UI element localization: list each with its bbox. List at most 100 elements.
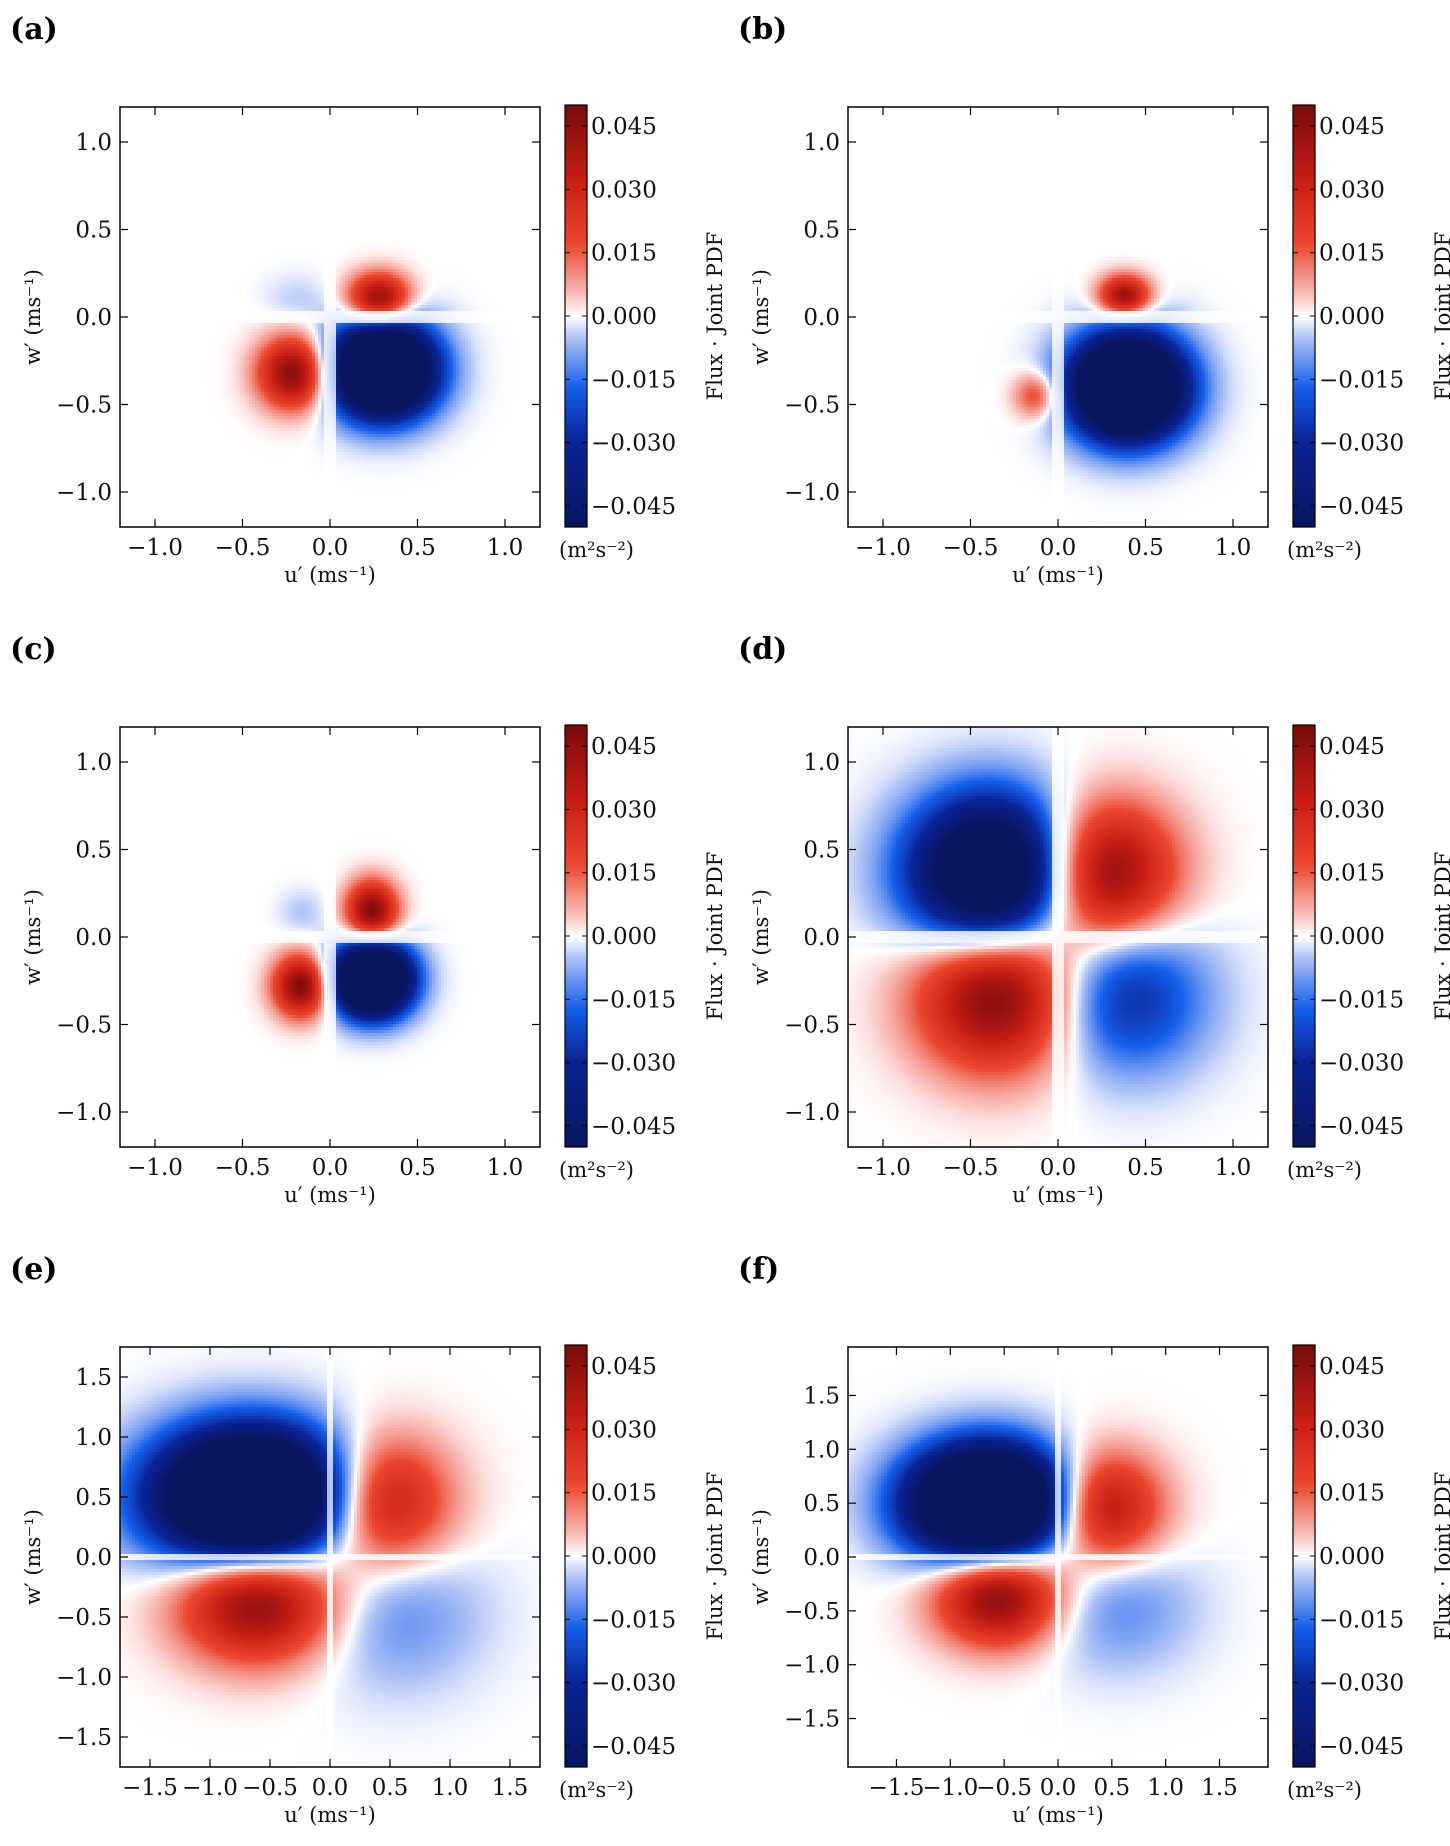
panel-label: (f) (738, 1252, 779, 1287)
colorbar-label: Flux · Joint PDF (703, 232, 727, 401)
y-tick-label: −1.0 (56, 1100, 112, 1126)
colorbar-tick-label: 0.045 (1319, 114, 1385, 140)
x-tick-label: −0.5 (943, 1155, 999, 1181)
y-tick-label: 1.0 (75, 750, 112, 776)
x-axis-label: u′ (ms⁻¹) (284, 1803, 376, 1827)
colorbar-tick-label: 0.045 (591, 114, 657, 140)
panel-label: (e) (10, 1252, 57, 1287)
x-tick-label: 1.0 (487, 1155, 524, 1181)
colorbar-label: Flux · Joint PDF (1431, 1472, 1450, 1641)
y-tick-label: 0.5 (803, 1491, 840, 1517)
colorbar-tick-label: 0.000 (1319, 304, 1385, 330)
x-axis-label: u′ (ms⁻¹) (1012, 563, 1104, 587)
colorbar-tick-label: −0.030 (1319, 1051, 1404, 1077)
x-tick-label: 0.0 (312, 1775, 349, 1801)
y-tick-label: −1.0 (784, 1100, 840, 1126)
panel-a: (a) −1.0 −0.5 0.0 0.5 1.0 −1.0 −0.5 0.0 0.5 1.0 u′ … (10, 12, 727, 587)
y-axis-label: w′ (ms⁻¹) (21, 1509, 45, 1605)
y-tick-label: −1.5 (56, 1725, 112, 1751)
x-tick-label: 1.5 (1201, 1775, 1238, 1801)
colorbar-unit: (m²s⁻²) (1287, 1778, 1362, 1802)
colorbar-tick-label: −0.015 (1319, 987, 1404, 1013)
y-tick-label: 0.0 (75, 1545, 112, 1571)
y-tick-label: 1.0 (75, 130, 112, 156)
colorbar-tick-label: −0.030 (591, 1671, 676, 1697)
colorbar-tick-label: 0.030 (1319, 797, 1385, 823)
y-tick-label: 0.0 (803, 305, 840, 331)
y-axis-label: w′ (ms⁻¹) (21, 269, 45, 365)
colorbar-tick-label: 0.030 (591, 797, 657, 823)
y-tick-label: 0.5 (75, 838, 112, 864)
colorbar-tick-label: 0.015 (591, 241, 657, 267)
x-tick-label: 0.0 (1040, 535, 1077, 561)
x-axis-label: u′ (ms⁻¹) (284, 563, 376, 587)
x-axis-label: u′ (ms⁻¹) (284, 1183, 376, 1207)
y-axis-label: w′ (ms⁻¹) (749, 269, 773, 365)
y-tick-label: −0.5 (56, 1013, 112, 1039)
x-tick-label: 0.5 (1094, 1775, 1131, 1801)
y-tick-label: 1.0 (803, 1437, 840, 1463)
y-axis-label: w′ (ms⁻¹) (21, 889, 45, 985)
x-axis-label: u′ (ms⁻¹) (1012, 1183, 1104, 1207)
colorbar-unit: (m²s⁻²) (559, 1158, 634, 1182)
y-tick-label: −1.0 (784, 480, 840, 506)
colorbar-tick-label: −0.015 (1319, 1607, 1404, 1633)
colorbar-tick-label: 0.030 (591, 177, 657, 203)
colorbar-tick-label: 0.000 (591, 1544, 657, 1570)
colorbar-tick-label: −0.045 (591, 494, 676, 520)
heatmap-image (848, 1347, 1268, 1767)
colorbar-tick-label: −0.015 (591, 367, 676, 393)
y-tick-label: 1.0 (803, 130, 840, 156)
panel-b: (b) −1.0 −0.5 0.0 0.5 1.0 −1.0 −0.5 0.0 0.5 1.0 u′ … (738, 12, 1450, 587)
y-tick-label: 0.5 (75, 218, 112, 244)
colorbar-tick-label: −0.030 (591, 431, 676, 457)
colorbar-tick-label: −0.045 (1319, 1734, 1404, 1760)
y-tick-label: 0.0 (803, 1545, 840, 1571)
colorbar-tick-label: −0.045 (1319, 1114, 1404, 1140)
y-tick-label: 0.5 (75, 1485, 112, 1511)
y-tick-label: 0.0 (75, 925, 112, 951)
colorbar-tick-label: −0.045 (591, 1734, 676, 1760)
panel-e: (e)−1.5 −1.0 −0.5 0.0 0.5 1.0 1.5−1.5−1.0−0.50… (10, 1252, 727, 1827)
colorbar-tick-label: 0.000 (1319, 924, 1385, 950)
x-tick-label: 0.0 (1040, 1155, 1077, 1181)
y-axis-label: w′ (ms⁻¹) (749, 1509, 773, 1605)
colorbar-tick-label: −0.030 (591, 1051, 676, 1077)
panel-label: (b) (738, 12, 787, 47)
colorbar-tick-label: 0.000 (591, 924, 657, 950)
x-tick-label: 1.0 (487, 535, 524, 561)
colorbar-label: Flux · Joint PDF (1431, 232, 1450, 401)
x-tick-label: −1.5 (122, 1775, 178, 1801)
colorbar-tick-label: 0.045 (1319, 1354, 1385, 1380)
y-tick-label: 1.5 (803, 1383, 840, 1409)
colorbar-label: Flux · Joint PDF (1431, 852, 1450, 1021)
y-tick-label: −1.0 (784, 1653, 840, 1679)
colorbar-tick-label: 0.015 (591, 1481, 657, 1507)
colorbar-label: Flux · Joint PDF (703, 1472, 727, 1641)
colorbar-tick-label: 0.015 (591, 861, 657, 887)
colorbar-tick-label: 0.045 (591, 1354, 657, 1380)
x-tick-label: 0.0 (1040, 1775, 1077, 1801)
y-tick-label: −0.5 (56, 393, 112, 419)
x-tick-label: 1.0 (1215, 535, 1252, 561)
colorbar-unit: (m²s⁻²) (1287, 1158, 1362, 1182)
panel-d: (d) −1.0 −0.5 0.0 0.5 1.0 −1.0 −0.5 0.0 0.5 1.0 u′ … (738, 632, 1450, 1207)
x-tick-label: 1.0 (1215, 1155, 1252, 1181)
x-tick-label: 0.5 (1127, 535, 1164, 561)
y-tick-label: −0.5 (784, 1599, 840, 1625)
y-tick-label: 0.0 (75, 305, 112, 331)
colorbar-tick-label: −0.030 (1319, 431, 1404, 457)
colorbar-tick-label: 0.015 (1319, 861, 1385, 887)
colorbar-tick-label: −0.045 (591, 1114, 676, 1140)
x-axis-label: u′ (ms⁻¹) (1012, 1803, 1104, 1827)
x-tick-label: 0.5 (399, 1155, 436, 1181)
colorbar-tick-label: 0.015 (1319, 1481, 1385, 1507)
y-axis-label: w′ (ms⁻¹) (749, 889, 773, 985)
colorbar-label: Flux · Joint PDF (703, 852, 727, 1021)
panel-label: (a) (10, 12, 58, 47)
x-tick-label: 0.0 (312, 535, 349, 561)
colorbar-tick-label: 0.045 (591, 734, 657, 760)
x-tick-label: −1.0 (855, 1155, 911, 1181)
x-tick-label: −0.5 (215, 535, 271, 561)
